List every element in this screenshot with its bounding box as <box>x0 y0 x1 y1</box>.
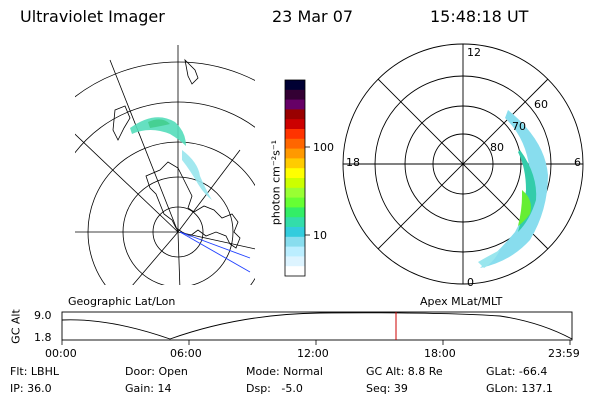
colorbar-band <box>285 236 305 248</box>
info-dsp: Dsp: -5.0 <box>246 382 303 395</box>
lat-label-70: 70 <box>512 120 526 133</box>
orbit-xtick-1800: 18:00 <box>424 347 456 360</box>
geographic-map <box>75 45 255 285</box>
colorbar-tick-100: 100 <box>313 141 334 154</box>
colorbar-unit-label: photon cm⁻²s⁻¹ <box>269 139 283 226</box>
altitude-curve <box>61 312 573 340</box>
info-glat: GLat: -66.4 <box>486 365 548 378</box>
geographic-aurora <box>130 117 212 200</box>
info-door: Door: Open <box>125 365 188 378</box>
colorbar-band <box>285 99 305 110</box>
colorbar-band <box>285 138 305 150</box>
mlt-label-12: 12 <box>467 46 481 59</box>
colorbar-band <box>285 246 305 257</box>
colorbar-band <box>285 168 305 179</box>
colorbar-band <box>285 256 305 267</box>
orbit-ytick-9: 9.0 <box>34 309 52 322</box>
info-glon: GLon: 137.1 <box>486 382 553 395</box>
info-gc-alt: GC Alt: 8.8 Re <box>366 365 443 378</box>
colorbar-band <box>285 227 305 238</box>
orbit-ytick-1.8: 1.8 <box>34 331 52 344</box>
geographic-caption: Geographic Lat/Lon <box>68 295 176 308</box>
colorbar-band <box>285 119 305 130</box>
orbit-plot <box>61 311 573 345</box>
colorbar-band <box>285 158 305 169</box>
coastline-east <box>112 105 131 141</box>
colorbar-band <box>285 266 305 277</box>
colorbar-band <box>285 178 305 189</box>
info-gain: Gain: 14 <box>125 382 172 395</box>
mlt-label-18: 18 <box>346 156 360 169</box>
polar-plot <box>342 43 584 285</box>
time-label: 15:48:18 UT <box>430 7 529 26</box>
colorbar-tick-10: 10 <box>313 229 327 242</box>
colorbar <box>285 80 305 277</box>
colorbar-band <box>285 148 305 159</box>
colorbar-band <box>285 109 305 120</box>
colorbar-band <box>285 187 305 199</box>
date-label: 23 Mar 07 <box>272 7 354 26</box>
lat-label-80: 80 <box>490 141 504 154</box>
mlt-label-0: 0 <box>467 276 474 289</box>
info-ip: IP: 36.0 <box>10 382 52 395</box>
orbit-xtick-0600: 06:00 <box>170 347 202 360</box>
apex-caption: Apex MLat/MLT <box>420 295 503 308</box>
instrument-title: Ultraviolet Imager <box>20 7 165 26</box>
info-mode: Mode: Normal <box>246 365 323 378</box>
polar-aurora <box>478 110 548 268</box>
orbit-xtick-1200: 12:00 <box>297 347 329 360</box>
info-filter: Flt: LBHL <box>10 365 59 378</box>
colorbar-band <box>285 129 305 140</box>
orbit-ylabel: GC Alt <box>9 309 23 344</box>
coastline <box>145 161 241 249</box>
colorbar-band <box>285 217 305 228</box>
colorbar-band <box>285 207 305 218</box>
colorbar-band <box>285 89 305 101</box>
orbit-xtick-2359: 23:59 <box>548 347 580 360</box>
mlt-label-6: 6 <box>574 156 581 169</box>
orbit-xtick-0000: 00:00 <box>45 347 77 360</box>
colorbar-band <box>285 197 305 208</box>
terminator-lines <box>179 231 251 273</box>
colorbar-band <box>285 80 305 91</box>
coastline-north <box>184 58 199 85</box>
info-seq: Seq: 39 <box>366 382 408 395</box>
lat-label-60: 60 <box>534 98 548 111</box>
